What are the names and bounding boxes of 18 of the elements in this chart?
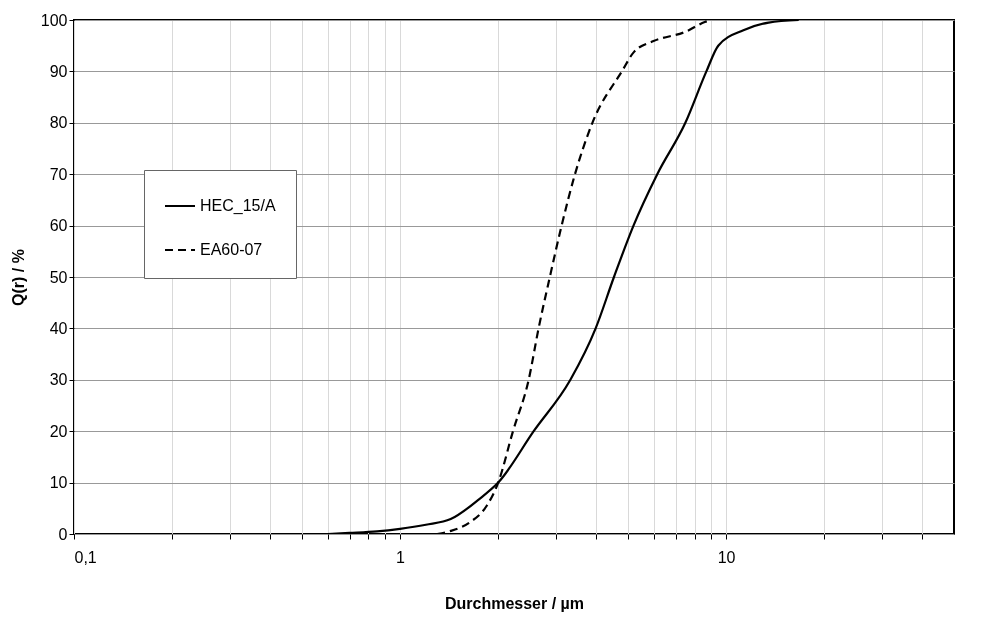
y-tick-label: 20	[49, 422, 68, 440]
y-axis-title: Q(r) / %	[9, 249, 27, 306]
y-tick-label: 50	[49, 268, 68, 286]
x-tick-label: 10	[717, 548, 736, 566]
y-tick-label: 70	[49, 165, 68, 183]
y-tick-label: 10	[49, 474, 68, 492]
legend-label: EA60-07	[200, 241, 263, 258]
y-tick-label: 90	[49, 62, 68, 80]
y-tick-label: 60	[49, 217, 68, 235]
y-tick-label: 40	[49, 319, 68, 337]
legend-label: HEC_15/A	[200, 197, 276, 215]
y-tick-label: 30	[49, 371, 68, 389]
x-axis-title: Durchmesser / µm	[444, 594, 585, 612]
y-tick-label: 80	[49, 114, 68, 132]
y-tick-label: 0	[58, 525, 68, 543]
x-tick-label: 0,1	[74, 548, 97, 566]
y-tick-label: 100	[40, 11, 68, 29]
x-tick-label: 1	[396, 548, 406, 566]
